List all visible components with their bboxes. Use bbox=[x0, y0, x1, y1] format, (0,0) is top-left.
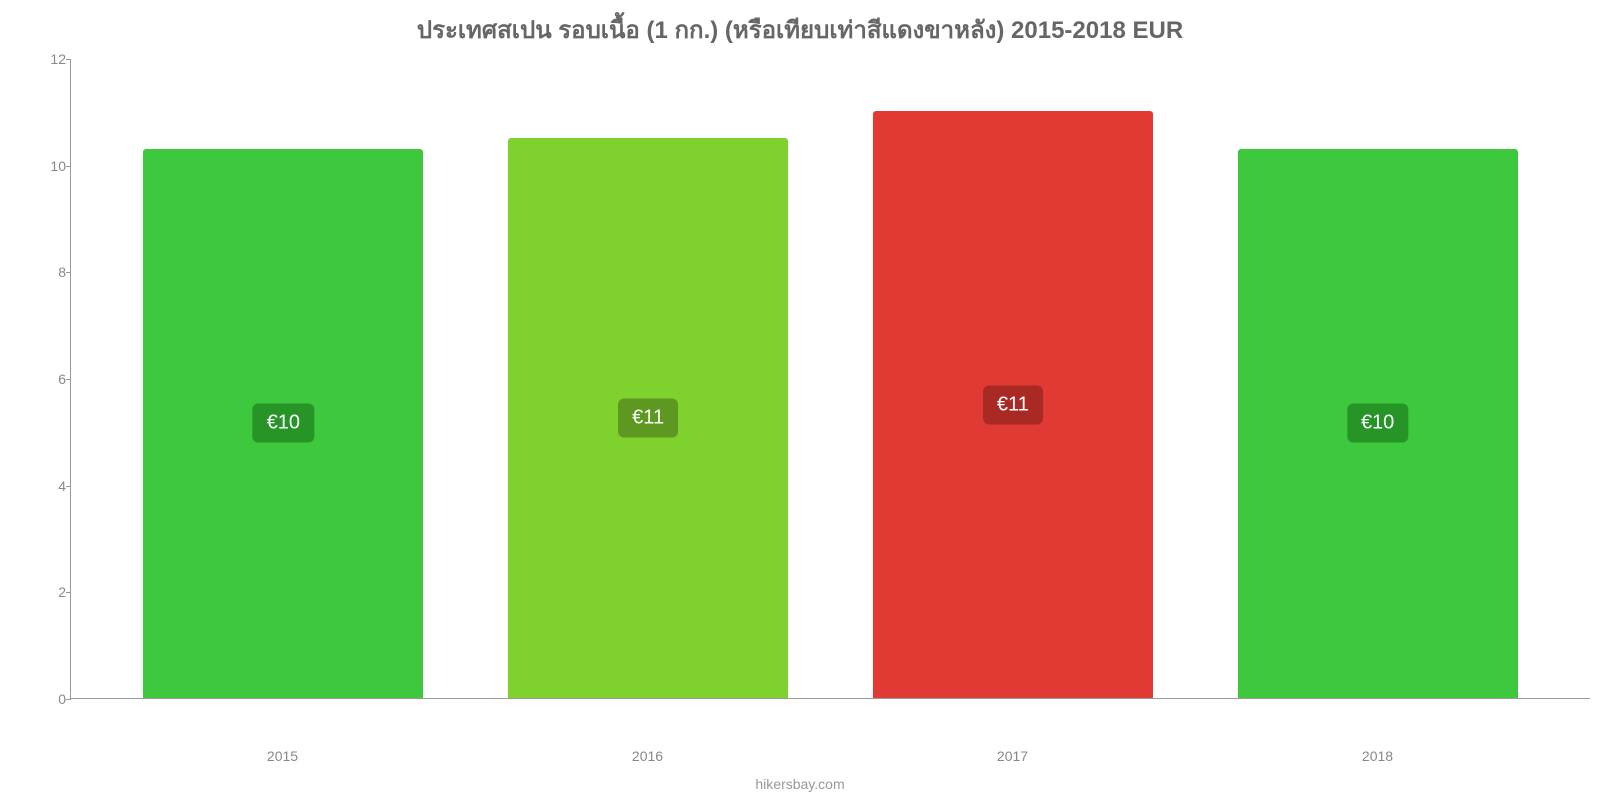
y-tick-label: 10 bbox=[41, 158, 66, 174]
bar-value-label: €10 bbox=[253, 404, 314, 443]
y-tick-label: 8 bbox=[41, 264, 66, 280]
x-tick-label: 2017 bbox=[873, 748, 1153, 764]
bar-group: €11 bbox=[873, 111, 1153, 698]
plot-area: 024681012 €10€11€11€10 bbox=[70, 59, 1590, 699]
bar-value-label: €11 bbox=[983, 385, 1043, 424]
bar: €10 bbox=[1238, 149, 1518, 698]
bar-group: €10 bbox=[1238, 149, 1518, 698]
x-tick-label: 2018 bbox=[1238, 748, 1518, 764]
y-tick-label: 6 bbox=[41, 371, 66, 387]
y-tick-label: 12 bbox=[41, 51, 66, 67]
bar-group: €11 bbox=[508, 138, 788, 698]
y-tick-label: 2 bbox=[41, 584, 66, 600]
bar-value-label: €10 bbox=[1347, 404, 1408, 443]
chart-title: ประเทศสเปน รอบเนื้อ (1 กก.) (หรือเทียบเท… bbox=[0, 10, 1600, 49]
bar: €10 bbox=[143, 149, 423, 698]
bar-group: €10 bbox=[143, 149, 423, 698]
x-axis-labels: 2015 2016 2017 2018 bbox=[70, 748, 1590, 764]
x-tick-label: 2016 bbox=[508, 748, 788, 764]
footer-attribution: hikersbay.com bbox=[0, 776, 1600, 792]
y-tick-mark bbox=[66, 699, 71, 700]
y-tick-label: 0 bbox=[41, 691, 66, 707]
chart-container: 024681012 €10€11€11€10 2015201620172018 bbox=[40, 59, 1600, 739]
bar-value-label: €11 bbox=[618, 399, 678, 438]
x-tick-label: 2015 bbox=[143, 748, 423, 764]
bar: €11 bbox=[873, 111, 1153, 698]
bars-wrapper: €10 €11 €11 €10 bbox=[71, 59, 1590, 698]
y-tick-label: 4 bbox=[41, 478, 66, 494]
bar: €11 bbox=[508, 138, 788, 698]
